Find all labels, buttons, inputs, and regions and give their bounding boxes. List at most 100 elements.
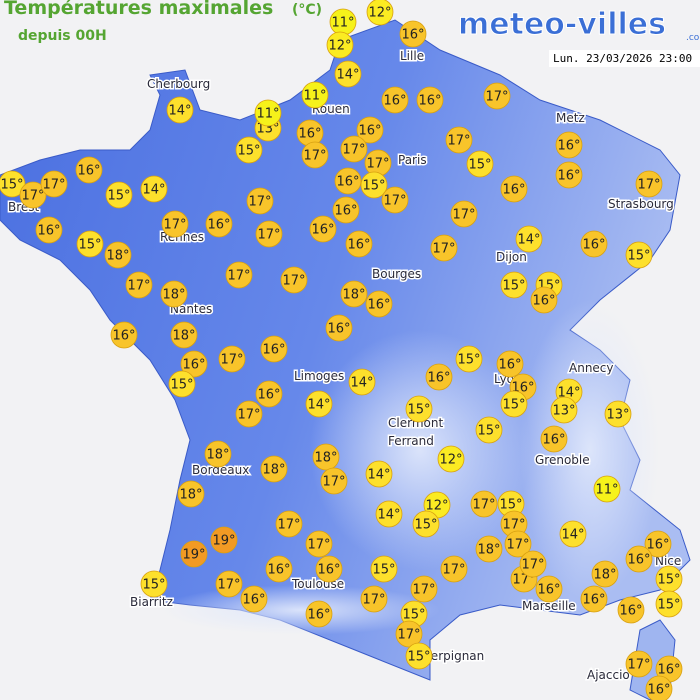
temperature-label: 15° [457, 353, 480, 368]
temperature-dot [210, 526, 238, 554]
temperature-dot [450, 200, 478, 228]
temperature-label: 15° [78, 238, 101, 253]
temperature-dot [644, 530, 672, 558]
temperature-label: 15° [657, 598, 680, 613]
temperature-label: 17° [637, 178, 660, 193]
temperature-dot [399, 20, 427, 48]
temperature-marker: 14° [348, 368, 376, 396]
temperature-marker: 13° [550, 396, 578, 424]
temperature-marker: 16° [356, 116, 384, 144]
temperature-dot [360, 585, 388, 613]
city-label: Lille [400, 49, 424, 63]
temperature-label: 11° [331, 16, 354, 31]
temperature-marker: 16° [305, 600, 333, 628]
temperature-marker: 18° [591, 560, 619, 588]
temperature-marker: 16° [416, 86, 444, 114]
temperature-label: 16° [242, 593, 265, 608]
alps [520, 300, 660, 600]
temperature-dot [334, 60, 362, 88]
temperature-marker: 18° [104, 241, 132, 269]
temperature-dot [332, 196, 360, 224]
temperature-label: 11° [595, 483, 618, 498]
temperature-marker: 15° [466, 150, 494, 178]
temperature-label: 16° [317, 563, 340, 578]
temperature-dot [410, 575, 438, 603]
temperature-label: 17° [432, 242, 455, 257]
temperature-dot [559, 520, 587, 548]
temperature-marker: 16° [345, 230, 373, 258]
temperature-label: 14° [517, 233, 540, 248]
temperature-marker: 16° [334, 167, 362, 195]
temperature-marker: 11° [254, 99, 282, 127]
temperature-marker: 17° [280, 266, 308, 294]
city-label: Metz [556, 111, 585, 125]
temperature-marker: 18° [204, 440, 232, 468]
temperature-label: 17° [447, 134, 470, 149]
temperature-dot [617, 596, 645, 624]
temperature-dot [470, 490, 498, 518]
temperature-label: 12° [425, 499, 448, 514]
temperature-dot [530, 286, 558, 314]
temperature-label: 15° [107, 189, 130, 204]
temperature-marker: 17° [450, 200, 478, 228]
temperature-label: 15° [142, 578, 165, 593]
temperature-marker: 17° [218, 345, 246, 373]
temperature-label: 15° [502, 398, 525, 413]
temperature-dot [255, 380, 283, 408]
city-label: Paris [398, 153, 427, 167]
temperature-marker: 17° [19, 181, 47, 209]
temperature-label: 14° [367, 468, 390, 483]
temperature-dot [161, 210, 189, 238]
temperature-dot [365, 290, 393, 318]
temperature-marker: 16° [496, 350, 524, 378]
temperature-label: 15° [237, 144, 260, 159]
temperature-dot [177, 480, 205, 508]
temperature-marker: 18° [340, 280, 368, 308]
temperature-marker: 18° [312, 443, 340, 471]
temperature-label: 14° [142, 183, 165, 198]
temperature-marker: 17° [470, 490, 498, 518]
city-label: Bourges [372, 267, 421, 281]
city-label: Biarritz [130, 595, 173, 609]
temperature-label: 18° [162, 288, 185, 303]
temperature-label: 15° [414, 518, 437, 533]
temperature-marker: 16° [180, 350, 208, 378]
temperature-label: 17° [227, 269, 250, 284]
temperature-dot [500, 390, 528, 418]
temperature-marker: 15° [455, 345, 483, 373]
city-labels: CherbourgLilleRouenParisMetzStrasbourgBr… [7, 48, 683, 684]
temperature-marker: 16° [240, 585, 268, 613]
city-label: Cherbourg [147, 77, 210, 91]
temperature-label: 14° [561, 528, 584, 543]
temperature-marker: 17° [275, 510, 303, 538]
temperature-label: 19° [182, 548, 205, 563]
temperature-dot [312, 443, 340, 471]
temperature-label: 16° [347, 238, 370, 253]
temperature-marker: 15° [105, 181, 133, 209]
temperature-marker: 18° [170, 321, 198, 349]
temperature-label: 16° [427, 371, 450, 386]
temperature-label: 13° [256, 122, 279, 137]
temperature-dot [625, 650, 653, 678]
temperature-label: 16° [627, 553, 650, 568]
temperature-label: 15° [477, 424, 500, 439]
temperature-marker: 15° [655, 565, 683, 593]
temperature-label: 16° [646, 538, 669, 553]
timestamp-box [549, 50, 700, 67]
temperature-marker: 17° [430, 234, 458, 262]
temperature-label: 17° [442, 563, 465, 578]
subtitle: depuis 00H [18, 28, 107, 44]
temperature-dot [366, 0, 394, 26]
temperature-label: 16° [401, 28, 424, 43]
temperature-label: 15° [170, 378, 193, 393]
temperature-dot [140, 570, 168, 598]
temperature-label: 18° [179, 488, 202, 503]
temperature-label: 14° [336, 68, 359, 83]
city-label: Perpignan [424, 649, 484, 663]
temperature-label: 12° [328, 39, 351, 54]
temperature-marker: 16° [332, 196, 360, 224]
temperature-label: 17° [303, 149, 326, 164]
temperature-dot [125, 271, 153, 299]
temperature-marker: 16° [555, 161, 583, 189]
